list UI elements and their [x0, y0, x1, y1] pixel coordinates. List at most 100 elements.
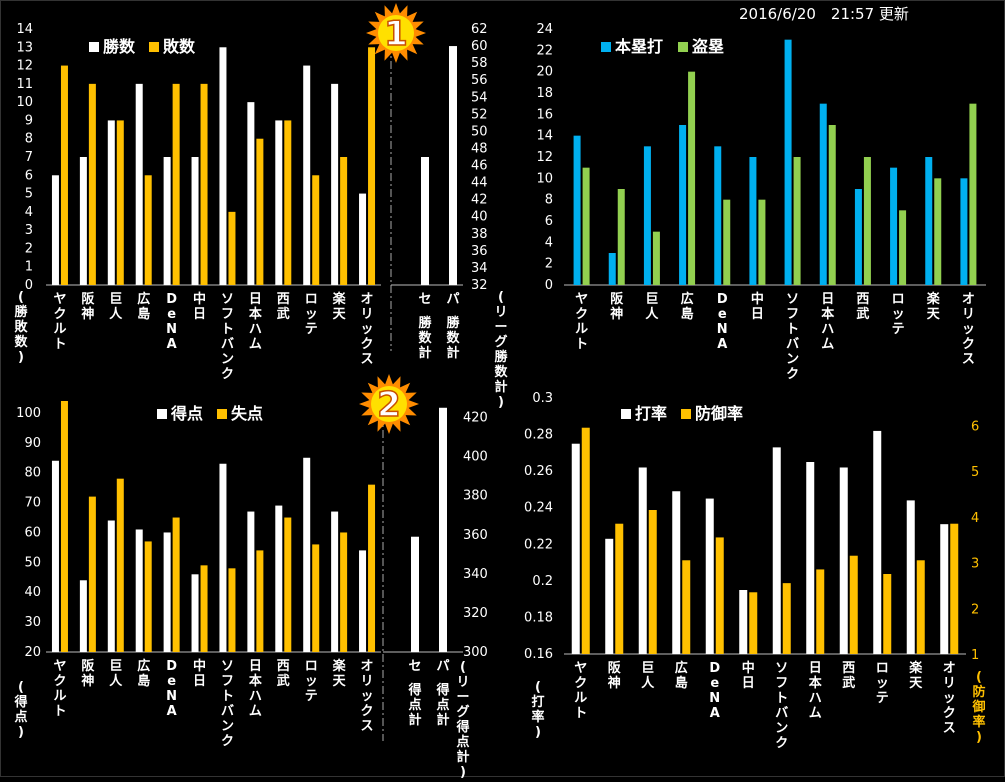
label-char: 計: [408, 712, 421, 728]
y-tick-label: 0.2: [532, 574, 553, 589]
label-char: 日: [193, 674, 206, 689]
label-char: ロ: [876, 661, 889, 676]
label-char: セ: [408, 659, 421, 674]
y-tick-label: 6: [545, 214, 553, 229]
y-tick-label: 20: [24, 645, 41, 660]
label-char: 計: [494, 379, 507, 395]
y-tick-label: 3: [25, 223, 33, 238]
bar-敗数-中日: [200, 83, 208, 285]
label-char: 島: [675, 675, 688, 691]
label-char: D: [166, 292, 177, 307]
bar-盗塁-日本ハム: [828, 125, 836, 285]
bar-勝数-日本ハム: [247, 102, 255, 286]
label-char: ム: [821, 337, 834, 352]
category-label: 楽天: [332, 658, 347, 689]
bar-本塁打-ロッテ: [890, 167, 898, 285]
bar-勝数-オリックス: [359, 193, 367, 285]
label-char: 点: [436, 697, 449, 713]
label-char: 巨: [109, 292, 122, 307]
label-char: ヤ: [575, 292, 588, 307]
label-char: ヤ: [53, 659, 66, 674]
bar-得点-中日: [191, 574, 199, 652]
label-char: グ: [456, 704, 469, 720]
bar-盗塁-阪神: [617, 189, 625, 285]
chart-avg-era: 0.160.180.20.220.240.260.280.3ヤクルト阪神巨人広島…: [524, 391, 985, 751]
label-char: ハ: [809, 691, 822, 706]
label-char: 点: [456, 734, 469, 750]
label-char: ク: [361, 704, 374, 719]
label-char: ッ: [361, 322, 374, 337]
y-tick-label: 0.24: [524, 501, 553, 516]
y2-tick-label: 48: [471, 141, 488, 156]
label-char: 勝: [494, 349, 508, 365]
y-tick-label: 10: [16, 95, 33, 110]
y-tick-label: 4: [545, 235, 553, 250]
y2-tick-label: 300: [463, 645, 488, 660]
bar-失点-オリックス: [368, 484, 376, 652]
legend-label: 勝数: [103, 37, 136, 56]
bar-得点-ヤクルト: [51, 460, 59, 652]
bar-打率-広島: [672, 491, 681, 654]
label-char: 計: [418, 345, 431, 361]
y2-tick-label: 420: [463, 411, 488, 426]
label-char: ッ: [943, 691, 956, 706]
label-char: e: [167, 307, 176, 322]
y-tick-label: 12: [536, 150, 553, 165]
label-char: 神: [608, 675, 621, 691]
bar-本塁打-オリックス: [960, 178, 968, 285]
category-label: 楽天: [908, 660, 923, 691]
category-label: 広島: [137, 658, 150, 689]
category-label: 広島: [675, 660, 688, 691]
category-label: 楽天: [332, 291, 347, 322]
label-char: ソ: [775, 661, 788, 676]
bar-得点-ソフトバンク: [219, 463, 227, 652]
label-char: 日: [821, 292, 834, 307]
label-char: ソ: [786, 292, 799, 307]
bar-本塁打-巨人: [643, 146, 651, 285]
category-label: ロッテ: [305, 659, 318, 704]
label-char: 本: [809, 675, 822, 691]
label-char: リ: [361, 307, 374, 322]
bar-本塁打-日本ハム: [819, 103, 827, 286]
legend-label: 盗塁: [692, 37, 724, 56]
bar-勝数-楽天: [331, 83, 339, 285]
badge-center: [371, 386, 407, 422]
y2-tick-label: 320: [463, 606, 488, 621]
legend-swatch: [149, 42, 159, 52]
bar-敗数-ロッテ: [312, 175, 320, 285]
y-tick-label: 8: [545, 193, 553, 208]
label-char: ト: [53, 704, 66, 719]
y-axis-label: (得点): [13, 680, 27, 740]
label-char: 本: [821, 306, 834, 322]
bar-失点-楽天: [340, 532, 348, 652]
category-label: 西武: [842, 661, 855, 691]
bar-得点-西武: [275, 505, 283, 652]
label-char: 阪: [81, 292, 95, 307]
y-tick-label: 13: [16, 40, 33, 55]
label-char: フ: [775, 676, 788, 691]
label-char: (: [535, 680, 541, 695]
label-char: ン: [221, 352, 234, 367]
category-label: 楽天: [926, 291, 941, 322]
label-char: ロ: [305, 659, 318, 674]
y2-tick-label: 400: [463, 450, 488, 465]
label-char: ム: [249, 337, 262, 352]
bar-得点-巨人: [107, 520, 115, 652]
label-char: ス: [361, 352, 374, 367]
y2-axis-label: (防御率): [971, 670, 985, 745]
label-char: ク: [962, 337, 975, 352]
league-label: 得点計: [435, 682, 449, 728]
league-label: セ: [408, 659, 421, 674]
bar-防御率-中日: [749, 592, 758, 654]
legend-swatch: [157, 409, 167, 419]
label-char: 勝: [446, 315, 460, 331]
bar-防御率-DeNA: [715, 537, 724, 654]
label-char: 島: [137, 673, 150, 689]
bar-勝数-広島: [135, 83, 143, 285]
label-char: ): [498, 395, 504, 410]
label-char: ル: [574, 691, 587, 706]
y-tick-label: 80: [24, 466, 41, 481]
label-char: 打: [531, 694, 544, 710]
label-char: ヤ: [574, 661, 587, 676]
